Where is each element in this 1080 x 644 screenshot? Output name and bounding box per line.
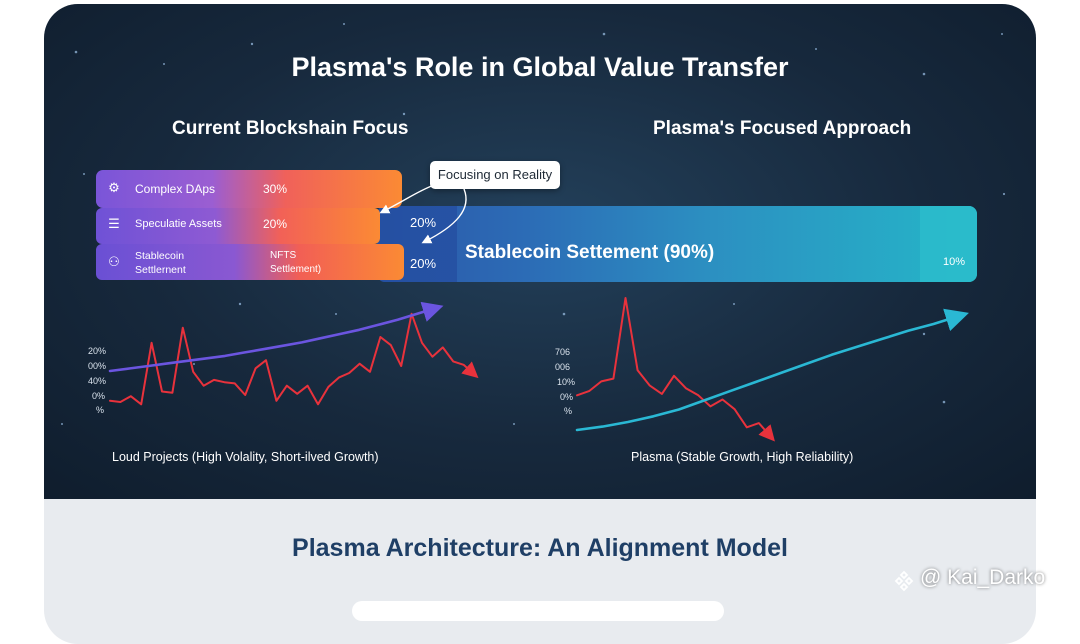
chart1-series-1-line — [109, 312, 479, 406]
bar-row-stablecoin-settlement — [96, 244, 404, 280]
mid-pct-2: 20% — [410, 256, 437, 271]
chart2-series-1-line — [576, 297, 775, 442]
left-tick-3: 0% — [92, 391, 106, 401]
stablecoin-main-label: Stablecoin Settement (90%) — [465, 242, 715, 263]
dark-panel: Plasma's Role in Global Value Transfer C… — [44, 4, 1036, 499]
row3-label-2: Settlernent — [135, 264, 186, 276]
bottom-pill — [352, 601, 724, 621]
tail-segment — [920, 206, 977, 282]
right-chart-caption: Plasma (Stable Growth, High Reliability) — [631, 450, 854, 464]
watermark-text: @ Kai_Darko — [920, 566, 1046, 589]
left-tick-0: 20% — [88, 346, 107, 356]
starfield — [61, 23, 1006, 425]
right-tick-0: 706 — [555, 347, 571, 357]
document-icon: ☰ — [108, 216, 120, 231]
line-charts — [108, 297, 969, 442]
right-tick-1: 006 — [555, 362, 571, 372]
left-heading: Current Blockshain Focus — [172, 118, 409, 139]
right-tick-3: 0% — [560, 392, 574, 402]
page-title: Plasma's Role in Global Value Transfer — [291, 52, 789, 82]
gear-icon: ⚙ — [108, 180, 120, 195]
bar-row-complex-daps — [96, 170, 402, 208]
row1-label: Complex DAps — [135, 182, 216, 196]
binance-icon — [894, 570, 914, 592]
left-tick-4: % — [96, 405, 105, 415]
nodes-icon: ⚇ — [108, 254, 120, 269]
left-chart-caption: Loud Projects (High Volality, Short-ilve… — [112, 450, 379, 464]
right-tick-4: % — [564, 406, 573, 416]
row1-pct: 30% — [263, 182, 288, 196]
row3-extra-1: NFTS — [270, 250, 297, 261]
right-heading: Plasma's Focused Approach — [653, 118, 912, 139]
infographic-card: Plasma's Role in Global Value Transfer C… — [44, 4, 1036, 644]
bar-row-speculative-assets — [96, 208, 380, 244]
row2-label: Speculatie Assets — [135, 218, 222, 230]
tail-pct: 10% — [943, 256, 966, 268]
left-tick-1: 00% — [88, 361, 107, 371]
stablecoin-settlement-bar — [377, 206, 977, 282]
row3-label-1: Stablecoin — [135, 250, 185, 262]
right-tick-2: 10% — [557, 377, 576, 387]
section-title: Plasma Architecture: An Alignment Model — [292, 534, 788, 562]
chart2-series-2-line — [575, 308, 969, 432]
focusing-callout: Focusing on Reality — [430, 161, 560, 189]
left-tick-2: 40% — [88, 376, 107, 386]
row2-pct: 20% — [263, 217, 288, 231]
row3-extra-2: Settlement) — [270, 264, 322, 275]
chart1-series-2-line — [108, 301, 444, 373]
